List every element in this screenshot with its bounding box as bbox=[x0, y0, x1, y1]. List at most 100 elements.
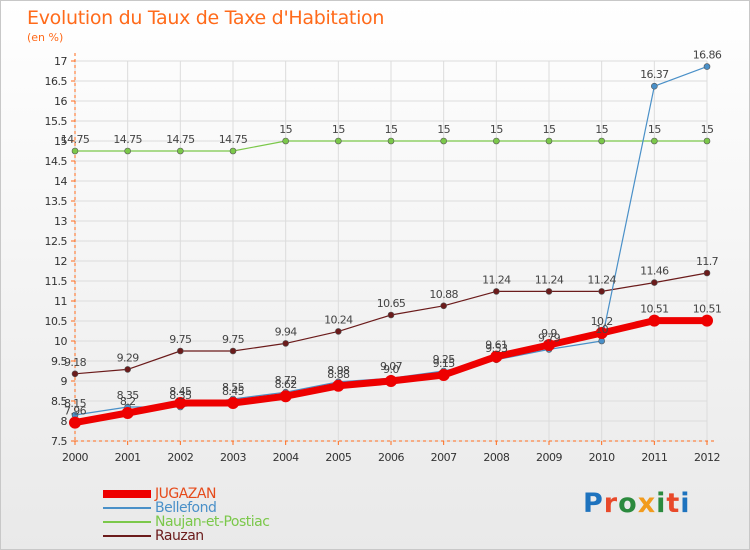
legend-item: Rauzan bbox=[103, 529, 269, 543]
data-label: 15 bbox=[595, 123, 608, 136]
y-tick-label: 7.5 bbox=[51, 435, 67, 448]
data-label: 9.75 bbox=[222, 333, 245, 346]
y-tick-label: 10.5 bbox=[45, 315, 68, 328]
y-tick-label: 9.5 bbox=[51, 355, 67, 368]
data-point bbox=[387, 137, 395, 145]
legend-item: Naujan-et-Postiac bbox=[103, 514, 270, 530]
data-point bbox=[440, 302, 447, 310]
data-label: 8.45 bbox=[169, 385, 192, 398]
y-tick-label: 12 bbox=[54, 255, 67, 268]
legend-label: JUGAZAN bbox=[155, 486, 216, 502]
data-label: 8.2 bbox=[120, 395, 136, 408]
data-label: 9.9 bbox=[541, 327, 557, 340]
data-point bbox=[227, 397, 239, 409]
data-point bbox=[282, 137, 289, 145]
data-label: 11.7 bbox=[696, 255, 719, 268]
data-point bbox=[124, 147, 131, 155]
data-point bbox=[703, 137, 711, 145]
data-label: 15 bbox=[279, 123, 292, 136]
data-label: 9.0 bbox=[383, 363, 399, 376]
data-point bbox=[387, 311, 395, 319]
legend-item: JUGAZAN bbox=[103, 487, 269, 501]
data-label: 9.79 bbox=[538, 331, 561, 344]
x-tick-label: 2009 bbox=[536, 451, 562, 464]
data-label: 14.75 bbox=[219, 133, 248, 146]
data-label: 10.65 bbox=[377, 297, 406, 310]
chart-title: Evolution du Taux de Taxe d'Habitation bbox=[27, 7, 385, 29]
data-point bbox=[335, 328, 342, 335]
x-tick-label: 2011 bbox=[641, 451, 667, 464]
y-tick-label: 15 bbox=[54, 135, 67, 148]
legend-item: Bellefond bbox=[103, 501, 269, 515]
legend-label: Bellefond bbox=[155, 500, 217, 516]
data-point bbox=[279, 390, 292, 403]
data-point bbox=[651, 279, 658, 286]
data-label: 11.24 bbox=[587, 273, 616, 286]
y-tick-label: 11.5 bbox=[45, 275, 68, 288]
data-label: 14.75 bbox=[61, 133, 90, 146]
data-label: 9.18 bbox=[64, 356, 87, 369]
x-tick-label: 2001 bbox=[115, 451, 141, 464]
y-tick-label: 13.5 bbox=[45, 195, 68, 208]
data-point bbox=[440, 137, 447, 145]
y-tick-labels: 7.5 8 8.5 9 9.5 10 10.5 11 11.5 12 12.5 13 13.5 14 14.… bbox=[45, 55, 69, 448]
data-point bbox=[648, 314, 661, 327]
data-label: 9.15 bbox=[433, 357, 456, 370]
data-point bbox=[229, 147, 237, 155]
data-label: 8.35 bbox=[117, 389, 140, 402]
data-point bbox=[543, 339, 555, 351]
legend: JUGAZAN Bellefond Naujan-et-Postiac Rauzan bbox=[103, 487, 270, 543]
data-point bbox=[701, 314, 713, 327]
legend-label: Naujan-et-Postiac bbox=[155, 514, 270, 530]
data-label: 15 bbox=[332, 123, 345, 136]
data-label: 8.98 bbox=[327, 364, 350, 377]
y-tick-label: 16.5 bbox=[45, 75, 68, 88]
data-label: 10.88 bbox=[429, 288, 458, 301]
y-tick-label: 13 bbox=[54, 215, 67, 228]
y-tick-label: 15.5 bbox=[45, 115, 68, 128]
data-label: 10 bbox=[595, 323, 608, 336]
y-tick-label: 11 bbox=[54, 295, 67, 308]
data-point bbox=[332, 379, 345, 392]
x-tick-label: 2007 bbox=[431, 451, 457, 464]
x-tick-label: 2003 bbox=[220, 451, 246, 464]
data-label: 14.75 bbox=[113, 133, 142, 146]
data-point bbox=[385, 375, 397, 387]
unit-label: (en %) bbox=[27, 31, 64, 44]
data-label: 10.51 bbox=[693, 303, 722, 316]
x-tick-label: 2002 bbox=[167, 451, 193, 464]
data-label: 14.75 bbox=[166, 133, 195, 146]
data-label: 11.24 bbox=[535, 273, 564, 286]
data-label: 8.15 bbox=[64, 397, 87, 410]
data-label: 8.35 bbox=[169, 389, 192, 402]
legend-label: Rauzan bbox=[155, 528, 204, 544]
grid-lines bbox=[74, 60, 708, 442]
y-tick-label: 10 bbox=[54, 335, 67, 348]
data-label: 8.88 bbox=[327, 368, 350, 381]
data-label: 15 bbox=[648, 123, 661, 136]
y-tick-label: 16 bbox=[54, 95, 67, 108]
legend-swatch bbox=[103, 507, 151, 509]
x-tick-label: 2006 bbox=[378, 451, 404, 464]
data-label: 15 bbox=[701, 123, 714, 136]
legend-swatch bbox=[103, 535, 151, 537]
data-label: 9.75 bbox=[169, 333, 192, 346]
data-point bbox=[71, 370, 79, 378]
data-point bbox=[598, 137, 605, 145]
data-point bbox=[177, 147, 184, 155]
data-labels: 7.96 8.2 8.45 8.45 8.62 8.88 9.0 9.15 9.61 9.9 10.… bbox=[61, 49, 723, 418]
data-label: 9.94 bbox=[275, 325, 298, 338]
x-tick-label: 2008 bbox=[483, 451, 509, 464]
y-tick-label: 14.5 bbox=[45, 155, 68, 168]
data-point bbox=[651, 137, 658, 145]
data-point bbox=[545, 137, 553, 145]
data-point bbox=[174, 397, 187, 409]
data-point bbox=[490, 350, 503, 363]
y-tick-label: 8.5 bbox=[51, 395, 67, 408]
data-label: 8.55 bbox=[222, 381, 245, 394]
data-label: 9.07 bbox=[380, 360, 403, 373]
data-point bbox=[335, 137, 342, 145]
data-point bbox=[651, 82, 658, 90]
data-point bbox=[703, 63, 711, 70]
